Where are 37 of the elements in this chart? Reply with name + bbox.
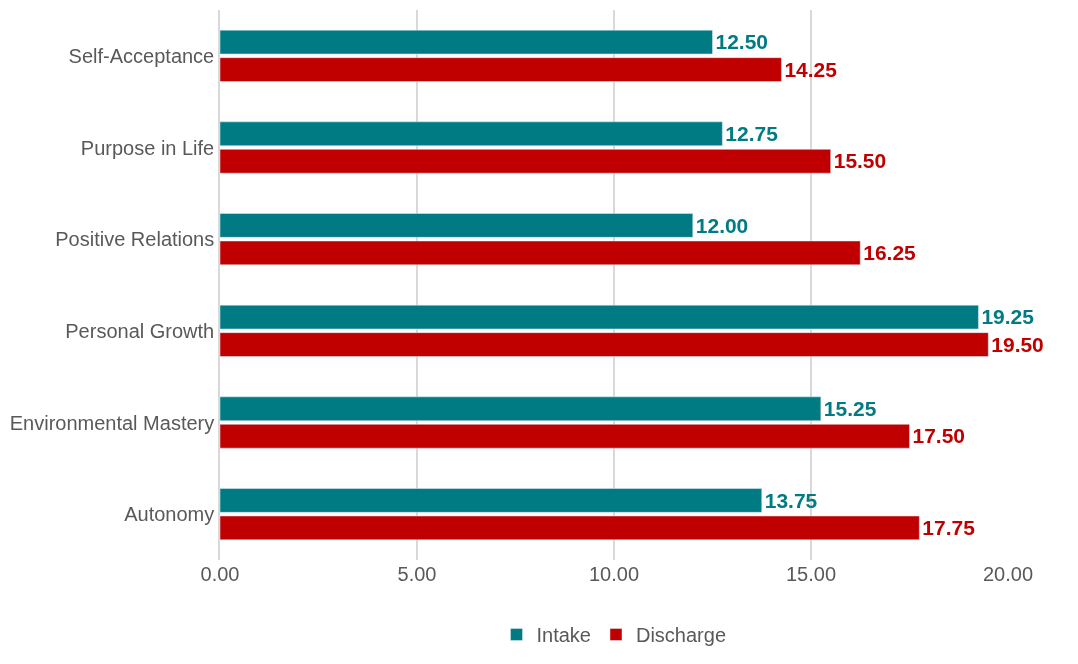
bar bbox=[220, 57, 782, 82]
y-tick-label: Self-Acceptance bbox=[68, 44, 215, 67]
legend-label: Intake bbox=[536, 624, 591, 647]
data-label: 17.75 bbox=[922, 516, 976, 540]
data-label: 12.50 bbox=[715, 30, 768, 54]
bar bbox=[220, 332, 989, 357]
data-label: 15.50 bbox=[833, 149, 887, 173]
bar bbox=[220, 396, 822, 421]
bar bbox=[220, 121, 723, 146]
legend-label: Discharge bbox=[635, 624, 727, 647]
x-tick-label: 15.00 bbox=[785, 563, 837, 585]
y-tick-label: Environmental Mastery bbox=[9, 411, 215, 434]
bar bbox=[220, 240, 861, 266]
data-label: 12.00 bbox=[695, 213, 749, 237]
y-tick-label: Purpose in Life bbox=[80, 136, 215, 159]
bar bbox=[220, 304, 979, 330]
y-tick-label: Autonomy bbox=[124, 503, 215, 526]
data-label: 17.50 bbox=[912, 424, 965, 448]
bar bbox=[220, 29, 713, 55]
data-label: 16.25 bbox=[863, 241, 917, 265]
data-label: 12.75 bbox=[725, 121, 779, 145]
data-label: 13.75 bbox=[764, 488, 818, 512]
y-tick-label: Positive Relations bbox=[55, 228, 215, 251]
data-label: 15.25 bbox=[823, 396, 877, 420]
x-tick-label: 5.00 bbox=[397, 563, 437, 585]
x-tick-label: 20.00 bbox=[982, 563, 1034, 585]
data-label: 19.50 bbox=[991, 332, 1044, 356]
x-tick-label: 0.00 bbox=[200, 563, 240, 585]
x-tick-label: 10.00 bbox=[588, 563, 640, 585]
data-label: 14.25 bbox=[784, 57, 838, 81]
bar bbox=[220, 149, 831, 174]
bar bbox=[220, 213, 694, 238]
data-label: 19.25 bbox=[981, 305, 1035, 329]
bar bbox=[220, 424, 910, 449]
bar bbox=[220, 515, 920, 541]
bar bbox=[220, 488, 762, 513]
y-tick-label: Personal Growth bbox=[65, 319, 215, 342]
